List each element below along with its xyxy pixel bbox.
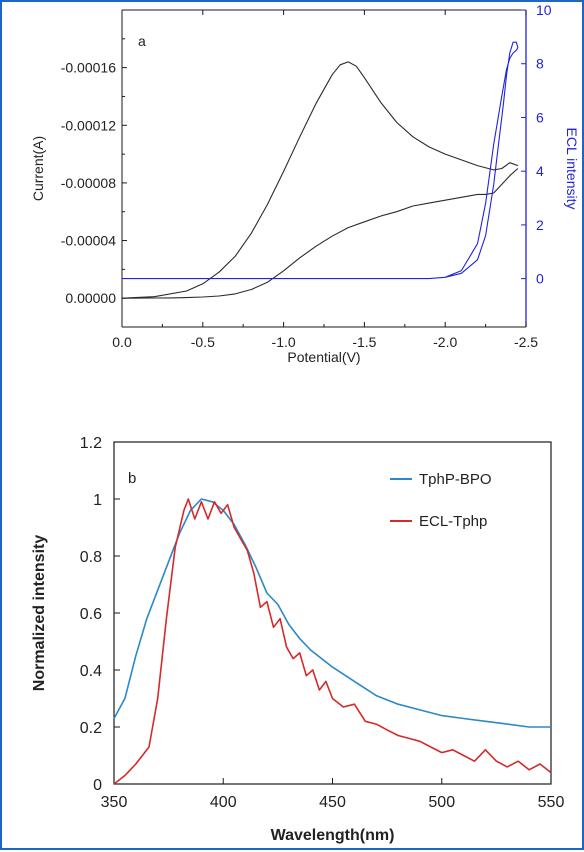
panel-a-current-line xyxy=(121,61,519,299)
panel-b-x-tick-label: 350 xyxy=(101,794,128,811)
panel-a-y-tick-label: 0.00000 xyxy=(65,290,116,306)
panel-b-label: b xyxy=(128,470,136,487)
panel-b-y-tick-label: 0.8 xyxy=(80,549,102,566)
panel-a-y-tick-label: -0.00008 xyxy=(61,175,116,191)
legend-label: ECL-Tphp xyxy=(419,513,487,530)
panel-b-y-tick-label: 0.2 xyxy=(80,720,102,737)
panel-a-ecl-line xyxy=(122,41,519,280)
panel-b-series-line-tphp-bpo xyxy=(113,498,551,728)
panel-a-x-tick-label: -0.5 xyxy=(191,334,215,350)
panel-a-x-tick-label: 0.0 xyxy=(112,334,132,350)
panel-a-x-tick-label: -1.5 xyxy=(352,334,376,350)
panel-a-y2-tick-label: 8 xyxy=(536,56,544,72)
panel-b-plot-frame xyxy=(113,441,552,785)
panel-a-x-tick-label: -2.5 xyxy=(514,334,538,350)
panel-a-y2-axis-title: ECL intensity xyxy=(564,128,580,210)
panel-a-x-axis-title: Potential(V) xyxy=(287,349,360,365)
panel-b-x-axis-title: Wavelength(nm) xyxy=(271,827,395,844)
panel-a-y2-tick-label: 10 xyxy=(536,2,552,18)
panel-b-y-tick-label: 0 xyxy=(93,777,102,794)
panel-a-current-line xyxy=(121,168,519,299)
panel-a-y-tick-label: -0.00012 xyxy=(61,117,116,133)
legend-label: TphP-BPO xyxy=(419,471,492,488)
panel-b-x-tick-label: 550 xyxy=(538,794,565,811)
panel-b-y-tick-label: 0.4 xyxy=(80,663,102,680)
panel-a-y-tick-label: -0.00016 xyxy=(61,60,116,76)
panel-b-x-tick-label: 450 xyxy=(319,794,346,811)
panel-a-y2-tick-label: 0 xyxy=(536,271,544,287)
panel-b-y-axis-title: Normalized intensity xyxy=(31,535,48,692)
panel-a-y-tick-label: -0.00004 xyxy=(61,233,116,249)
panel-a-x-tick-label: -1.0 xyxy=(272,334,296,350)
panel-b-y-tick-label: 1.2 xyxy=(80,435,102,452)
panel-b-y-tick-label: 1 xyxy=(93,492,102,509)
panel-a-y2-tick-label: 2 xyxy=(536,217,544,233)
panel-a-x-tick-label: -2.0 xyxy=(433,334,457,350)
panel-a-label: a xyxy=(138,33,146,49)
panel-a-y2-tick-label: 6 xyxy=(536,109,544,125)
panel-a-y2-tick-label: 4 xyxy=(536,163,544,179)
panel-b-x-tick-label: 400 xyxy=(210,794,237,811)
panel-b-series-line-ecl-tphp xyxy=(113,498,552,785)
panel-a-y-axis-title: Current(A) xyxy=(30,136,46,201)
panel-b-x-tick-label: 500 xyxy=(428,794,455,811)
panel-b-y-tick-label: 0.6 xyxy=(80,606,102,623)
